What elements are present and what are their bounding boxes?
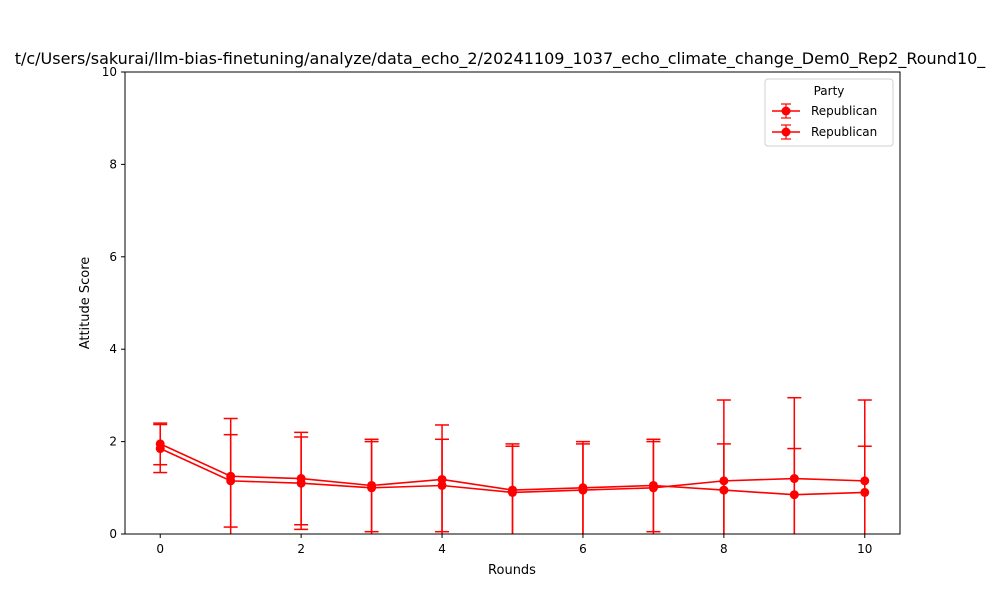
- plot-frame: [124, 71, 901, 535]
- data-point: [789, 490, 799, 500]
- data-point: [648, 480, 658, 490]
- legend-marker: [781, 127, 791, 137]
- data-point: [367, 480, 377, 490]
- x-tick-label: 8: [720, 542, 728, 556]
- data-point: [437, 474, 447, 484]
- data-point: [296, 474, 306, 484]
- y-axis-label: Attitude Score: [78, 257, 93, 350]
- legend-label: Republican: [811, 104, 877, 118]
- legend-title: Party: [814, 84, 845, 98]
- legend-label: Republican: [811, 125, 877, 139]
- legend: Party Republican Republican: [764, 78, 894, 147]
- y-tick-label: 6: [109, 250, 117, 264]
- data-point: [860, 487, 870, 497]
- y-tick-label: 10: [102, 65, 117, 79]
- data-point: [226, 471, 236, 481]
- series-2: [153, 417, 872, 534]
- x-tick-label: 2: [297, 542, 305, 556]
- legend-item: Republican: [772, 124, 877, 140]
- data-point: [578, 483, 588, 493]
- axes: 0 2 4 6 8 10 0 2 4 6 8 10: [102, 65, 901, 556]
- y-tick-label: 4: [109, 342, 117, 356]
- data-point: [155, 439, 165, 449]
- plot-marks: [153, 396, 872, 534]
- legend-box: [764, 78, 894, 147]
- x-tick-label: 10: [857, 542, 872, 556]
- x-tick-label: 0: [156, 542, 164, 556]
- x-axis-label: Rounds: [488, 563, 536, 578]
- y-tick-label: 2: [109, 435, 117, 449]
- data-point: [719, 485, 729, 495]
- y-tick-label: 8: [109, 157, 117, 171]
- x-tick-label: 4: [438, 542, 446, 556]
- y-tick-label: 0: [109, 527, 117, 541]
- x-tick-label: 6: [579, 542, 587, 556]
- chart-title: t/c/Users/sakurai/llm-bias-finetuning/an…: [15, 49, 987, 69]
- legend-item: Republican: [772, 103, 877, 119]
- legend-marker: [781, 106, 791, 116]
- data-point: [508, 485, 517, 495]
